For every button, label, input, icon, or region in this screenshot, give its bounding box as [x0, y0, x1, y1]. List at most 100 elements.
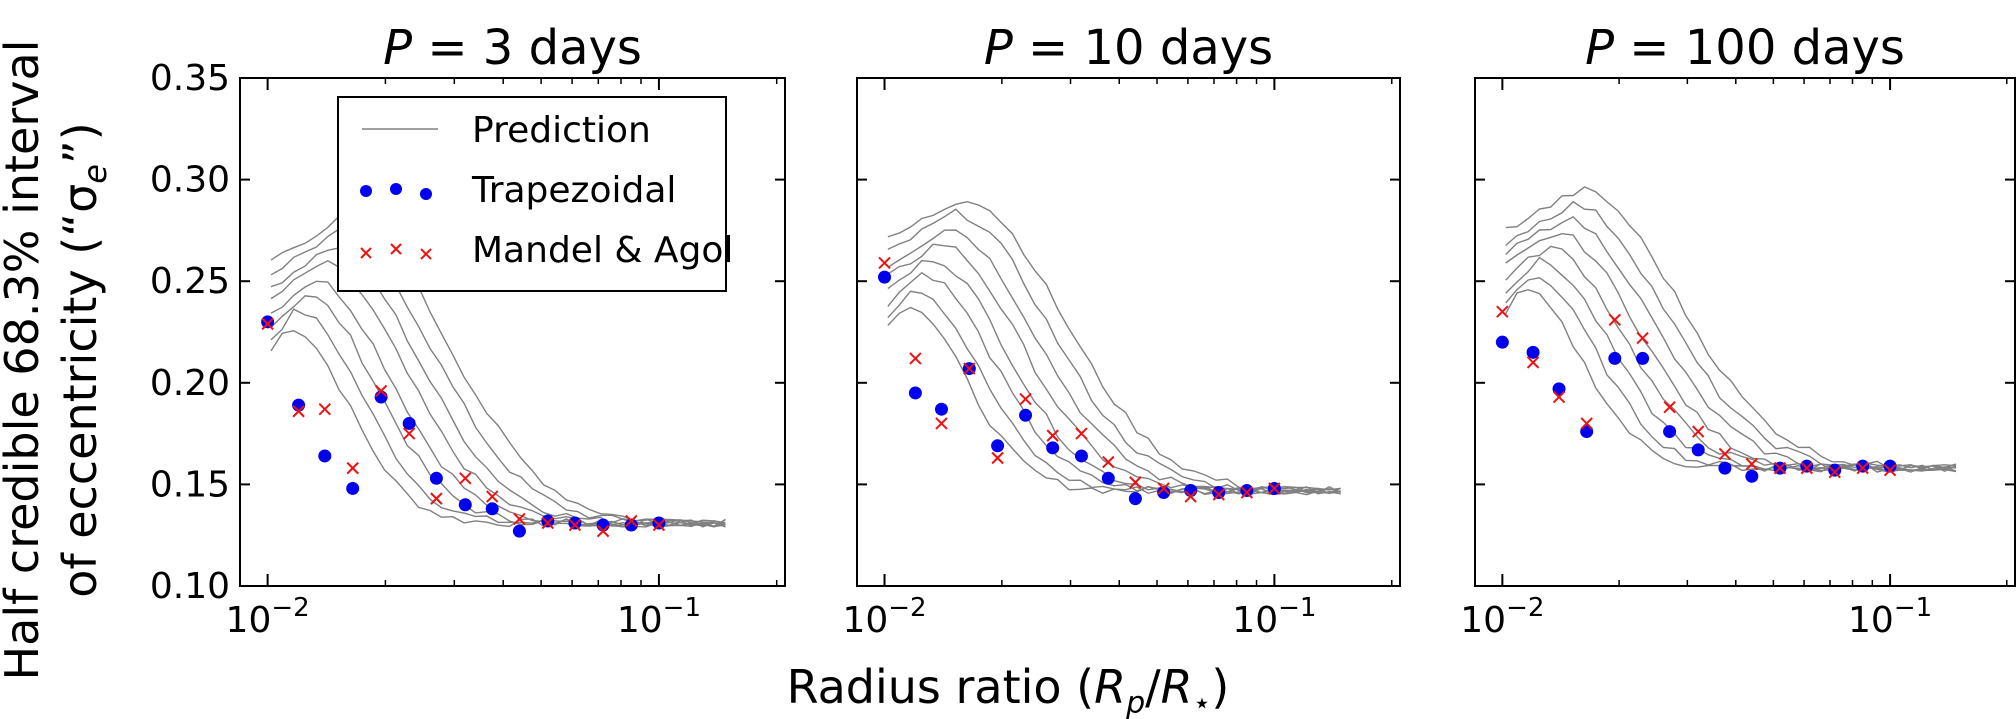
y-tick-label: 0.20 [150, 363, 230, 404]
mandel-agol-point [1130, 477, 1141, 488]
mandel-agol-point [1103, 457, 1114, 468]
trapezoidal-point [597, 519, 610, 532]
panel-title: P = 100 days [1585, 20, 1905, 76]
mandel-agol-point [1746, 459, 1757, 470]
legend-trapezoidal-marker-2 [390, 183, 402, 195]
y-tick-label: 0.15 [150, 464, 230, 505]
legend-trapezoidal-marker-1 [360, 185, 372, 197]
mandel-agol-point [879, 257, 890, 268]
prediction-curve [888, 273, 1341, 495]
mandel-agol-point [431, 493, 442, 504]
trapezoidal-point [568, 517, 581, 530]
trapezoidal-point [375, 391, 388, 404]
trapezoidal-point [1212, 486, 1225, 499]
x-axis-title: Radius ratio (Rp/R⋆) [787, 660, 1230, 719]
trapezoidal-point [909, 386, 922, 399]
trapezoidal-point [1828, 464, 1841, 477]
panel-title: P = 10 days [984, 20, 1273, 76]
prediction-curve [1506, 278, 1956, 472]
prediction-curve [888, 244, 1341, 494]
y-tick-label: 0.10 [150, 566, 230, 607]
mandel-agol-point [1637, 333, 1648, 344]
trapezoidal-point [1046, 441, 1059, 454]
trapezoidal-point [1102, 472, 1115, 485]
mandel-agol-point [992, 452, 1003, 463]
prediction-curve [271, 261, 725, 527]
y-tick-label: 0.30 [150, 160, 230, 201]
trapezoidal-point [1019, 409, 1032, 422]
prediction-curve [888, 209, 1341, 494]
mandel-agol-point [487, 491, 498, 502]
mandel-agol-point [1693, 426, 1704, 437]
prediction-curve [271, 331, 725, 527]
prediction-curve [1506, 217, 1956, 472]
trapezoidal-point [1496, 336, 1509, 349]
x-tick-label: 10−2 [842, 593, 926, 641]
trapezoidal-point [878, 271, 891, 284]
trapezoidal-point [261, 315, 274, 328]
legend-trapezoidal-marker-3 [420, 188, 432, 200]
legend-mandel-label: Mandel & Agol [472, 230, 733, 271]
mandel-agol-point [936, 418, 947, 429]
prediction-curve [888, 291, 1341, 494]
mandel-agol-point [1020, 394, 1031, 405]
mandel-agol-point [1609, 314, 1620, 325]
trapezoidal-point [486, 502, 499, 515]
trapezoidal-point [1745, 470, 1758, 483]
prediction-curve [888, 261, 1341, 495]
prediction-curve [271, 281, 725, 527]
x-tick-label: 10−1 [617, 593, 701, 641]
trapezoidal-point [430, 472, 443, 485]
prediction-curve [888, 230, 1341, 493]
trapezoidal-point [459, 498, 472, 511]
panel-2: P = 10 days 10−2 10−1 [842, 20, 1400, 641]
trapezoidal-point [1636, 352, 1649, 365]
legend-prediction-label: Prediction [472, 110, 651, 151]
trapezoidal-point [1240, 484, 1253, 497]
plot-frame [1475, 78, 2015, 586]
prediction-curve [1506, 258, 1956, 473]
trapezoidal-point [346, 482, 359, 495]
prediction-curve [1506, 234, 1956, 471]
legend-trapezoidal-label: Trapezoidal [471, 170, 676, 211]
prediction-curve [271, 296, 725, 527]
y-tick-label: 0.25 [150, 261, 230, 302]
prediction-curve [1506, 202, 1956, 471]
trapezoidal-point [513, 525, 526, 538]
mandel-agol-point [319, 404, 330, 415]
prediction-curve [1506, 187, 1956, 472]
mandel-agol-point [460, 473, 471, 484]
trapezoidal-point [1184, 484, 1197, 497]
mandel-agol-point [1664, 402, 1675, 413]
panel-title: P = 3 days [383, 20, 642, 76]
prediction-curve [271, 309, 725, 527]
panel-3: P = 100 days 10−2 10−1 [1460, 20, 2015, 641]
trapezoidal-point [1800, 460, 1813, 473]
y-axis-title-line2: of eccentricity (“σe”) [53, 122, 114, 597]
trapezoidal-point [292, 399, 305, 412]
y-tick-label: 0.35 [150, 58, 230, 99]
trapezoidal-point [1692, 443, 1705, 456]
trapezoidal-point [652, 517, 665, 530]
trapezoidal-point [1075, 449, 1088, 462]
x-tick-label: 10−2 [226, 593, 310, 641]
mandel-agol-point [347, 463, 358, 474]
x-tick-label: 10−1 [1232, 593, 1316, 641]
prediction-curve [888, 202, 1341, 494]
mandel-agol-point [1076, 428, 1087, 439]
trapezoidal-point [318, 449, 331, 462]
trapezoidal-point [991, 439, 1004, 452]
y-axis-title-line1: Half credible 68.3% interval [0, 40, 49, 681]
prediction-curve [1506, 246, 1956, 472]
trapezoidal-point [1663, 425, 1676, 438]
x-tick-label: 10−2 [1460, 593, 1544, 641]
mandel-agol-point [910, 353, 921, 364]
trapezoidal-point [541, 514, 554, 527]
trapezoidal-point [1856, 460, 1869, 473]
trapezoidal-point [935, 403, 948, 416]
trapezoidal-point [1718, 462, 1731, 475]
legend: Prediction Trapezoidal Mandel & Agol [338, 97, 733, 291]
trapezoidal-point [1608, 352, 1621, 365]
x-tick-label: 10−1 [1848, 593, 1932, 641]
